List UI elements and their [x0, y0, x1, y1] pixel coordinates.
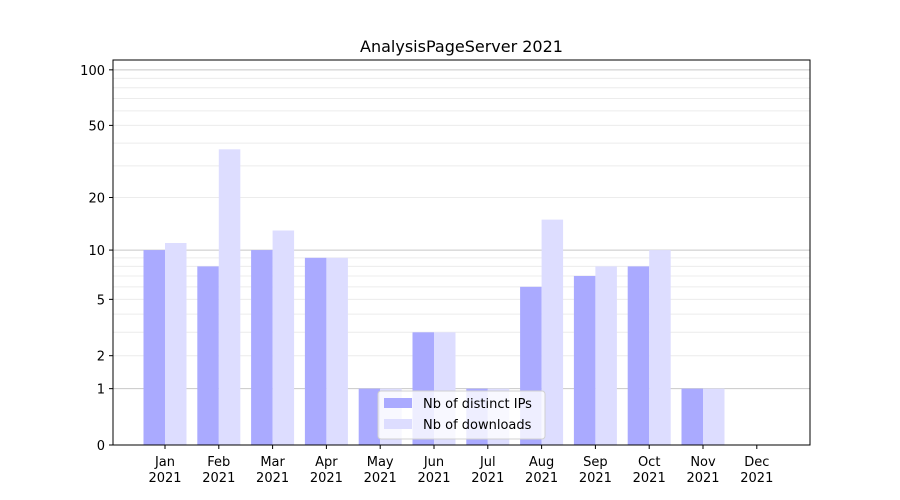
- x-tick-label: 2021: [310, 471, 343, 486]
- bar-downloads: [649, 250, 671, 445]
- x-tick-label: 2021: [525, 471, 558, 486]
- bar-downloads: [541, 219, 564, 445]
- bar-downloads: [218, 149, 241, 445]
- bar-downloads: [272, 230, 295, 445]
- legend-box: [377, 390, 546, 440]
- x-tick-label: May: [367, 455, 394, 470]
- legend-label: Nb of distinct IPs: [423, 397, 532, 412]
- x-tick-label: Sep: [583, 455, 608, 470]
- legend: Nb of distinct IPs Nb of downloads: [377, 390, 546, 440]
- bar-distinct-ips: [573, 275, 596, 445]
- x-tick-label: Jul: [479, 455, 496, 470]
- bar-distinct-ips: [143, 250, 165, 445]
- x-tick-label: Nov: [690, 455, 716, 470]
- x-tick-label: Oct: [638, 455, 660, 470]
- x-tick-label: Mar: [260, 455, 285, 470]
- x-tick-label: Jan: [154, 455, 175, 470]
- bar-distinct-ips: [627, 266, 650, 445]
- x-tick-label: 2021: [686, 471, 719, 486]
- bar-downloads: [595, 266, 617, 445]
- x-tick-label: Aug: [529, 455, 554, 470]
- x-tick-label: 2021: [579, 471, 612, 486]
- y-tick-label: 100: [80, 64, 105, 79]
- y-tick-label: 1: [97, 383, 105, 398]
- bar-downloads: [703, 388, 725, 445]
- x-tick-label: Apr: [315, 455, 338, 470]
- x-tick-label: Feb: [207, 455, 230, 470]
- x-tick-label: 2021: [740, 471, 773, 486]
- bar-distinct-ips: [304, 257, 327, 445]
- y-tick-label: 20: [88, 192, 105, 207]
- legend-swatch: [384, 398, 412, 408]
- bar-downloads: [165, 243, 187, 445]
- bar-downloads: [326, 257, 348, 445]
- y-tick-label: 2: [97, 350, 105, 365]
- bar-distinct-ips: [251, 250, 273, 445]
- bar-distinct-ips: [197, 266, 219, 445]
- x-tick-label: 2021: [364, 471, 397, 486]
- y-tick-label: 5: [97, 293, 105, 308]
- x-tick-label: Dec: [744, 455, 769, 470]
- axes-frame: [112, 59, 811, 446]
- legend-swatch: [384, 419, 412, 429]
- y-tick-label: 0: [97, 439, 105, 454]
- x-tick-label: 2021: [148, 471, 181, 486]
- x-tick-label: 2021: [633, 471, 666, 486]
- bar-distinct-ips: [681, 388, 703, 445]
- chart-title: AnalysisPageServer 2021: [360, 37, 563, 56]
- x-tick-label: 2021: [256, 471, 289, 486]
- legend-label: Nb of downloads: [423, 418, 532, 433]
- bar-distinct-ips: [358, 388, 381, 445]
- x-tick-label: 2021: [471, 471, 504, 486]
- y-tick-label: 10: [88, 244, 105, 259]
- x-tick-label: 2021: [202, 471, 235, 486]
- x-tick-label: Jun: [423, 455, 444, 470]
- x-tick-label: 2021: [417, 471, 450, 486]
- y-tick-label: 50: [88, 119, 105, 134]
